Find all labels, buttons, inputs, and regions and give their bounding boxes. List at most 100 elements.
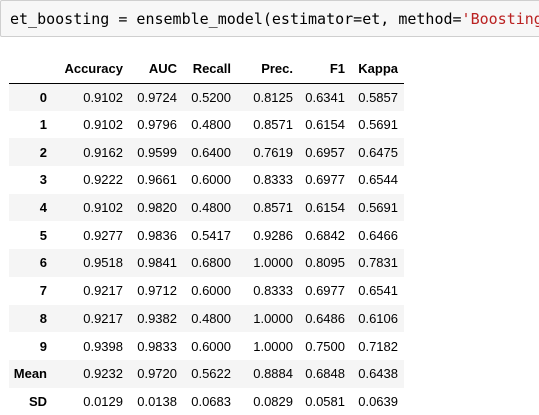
cell-f1: 0.6341 <box>305 89 345 105</box>
cell-precision: 0.9286 <box>253 227 293 243</box>
cell-auc: 0.9796 <box>137 117 177 133</box>
table-body: 0 0.9102 0.9724 0.5200 0.8125 0.6341 0.5857 1 0.… <box>9 83 404 415</box>
cell-kappa: 0.5857 <box>358 89 398 105</box>
cell-auc: 0.9661 <box>137 172 177 188</box>
table-row: 9 0.9398 0.9833 0.6000 1.0000 0.7500 0.7182 <box>9 332 404 360</box>
cell-accuracy: 0.9518 <box>83 255 123 271</box>
cell-auc: 0.9712 <box>137 283 177 299</box>
cell-accuracy: 0.0129 <box>83 393 123 409</box>
table-row: 6 0.9518 0.9841 0.6800 1.0000 0.8095 0.7831 <box>9 249 404 277</box>
row-label: 5 <box>39 227 47 243</box>
table-row: Mean 0.9232 0.9720 0.5622 0.8884 0.6848 0.6438 <box>9 359 404 388</box>
cell-precision: 0.8333 <box>253 172 293 188</box>
output-area: Accuracy AUC Recall Prec. F1 Kappa 0 0.91… <box>9 55 404 415</box>
cell-recall: 0.5622 <box>191 366 231 382</box>
cell-kappa: 0.7182 <box>358 338 398 354</box>
row-label: Mean <box>13 366 47 382</box>
table-row: 7 0.9217 0.9712 0.6000 0.8333 0.6977 0.6541 <box>9 276 404 305</box>
cell-recall: 0.4800 <box>191 117 231 133</box>
cell-accuracy: 0.9232 <box>83 366 123 382</box>
row-label: 9 <box>39 338 47 354</box>
cell-kappa: 0.6475 <box>358 144 398 160</box>
cell-kappa: 0.0639 <box>358 393 398 409</box>
cell-f1: 0.6486 <box>305 310 345 326</box>
cell-precision: 1.0000 <box>253 255 293 271</box>
cell-kappa: 0.6466 <box>358 227 398 243</box>
row-label: 3 <box>39 172 47 188</box>
cell-precision: 0.7619 <box>253 144 293 160</box>
cell-auc: 0.0138 <box>137 393 177 409</box>
cell-precision: 1.0000 <box>253 310 293 326</box>
cell-accuracy: 0.9222 <box>83 172 123 188</box>
cell-accuracy: 0.9102 <box>83 89 123 105</box>
table-header-row: Accuracy AUC Recall Prec. F1 Kappa <box>9 55 404 84</box>
cell-kappa: 0.7831 <box>358 255 398 271</box>
cell-accuracy: 0.9102 <box>83 200 123 216</box>
cell-precision: 0.0829 <box>253 393 293 409</box>
table-row: 4 0.9102 0.9820 0.4800 0.8571 0.6154 0.5691 <box>9 193 404 222</box>
cell-f1: 0.6154 <box>305 200 345 216</box>
cell-auc: 0.9836 <box>137 227 177 243</box>
cell-kappa: 0.6541 <box>358 283 398 299</box>
table-row: 5 0.9277 0.9836 0.5417 0.9286 0.6842 0.6466 <box>9 221 404 250</box>
cell-recall: 0.4800 <box>191 200 231 216</box>
cell-precision: 0.8125 <box>253 89 293 105</box>
cell-precision: 0.8884 <box>253 366 293 382</box>
cell-auc: 0.9833 <box>137 338 177 354</box>
header-accuracy: Accuracy <box>53 55 129 84</box>
row-label: 6 <box>39 255 47 271</box>
cell-accuracy: 0.9162 <box>83 144 123 160</box>
table-row: 8 0.9217 0.9382 0.4800 1.0000 0.6486 0.6106 <box>9 304 404 333</box>
cell-recall: 0.4800 <box>191 310 231 326</box>
cell-f1: 0.8095 <box>305 255 345 271</box>
cell-recall: 0.6400 <box>191 144 231 160</box>
cell-recall: 0.0683 <box>191 393 231 409</box>
cell-kappa: 0.5691 <box>358 200 398 216</box>
cell-auc: 0.9720 <box>137 366 177 382</box>
code-line[interactable]: et_boosting = ensemble_model(estimator=e… <box>10 9 539 29</box>
row-label: 8 <box>39 310 47 326</box>
row-label: 7 <box>39 283 47 299</box>
cell-accuracy: 0.9398 <box>83 338 123 354</box>
cell-recall: 0.6800 <box>191 255 231 271</box>
code-cell[interactable]: et_boosting = ensemble_model(estimator=e… <box>0 0 539 37</box>
cell-accuracy: 0.9217 <box>83 283 123 299</box>
cell-f1: 0.6842 <box>305 227 345 243</box>
table-row: SD 0.0129 0.0138 0.0683 0.0829 0.0581 0.0639 <box>9 387 404 415</box>
header-auc: AUC <box>129 55 183 84</box>
code-string-literal: 'Boosting' <box>461 10 539 28</box>
row-label: 2 <box>39 144 47 160</box>
row-label: 4 <box>39 200 47 216</box>
cell-precision: 0.8571 <box>253 200 293 216</box>
header-index <box>9 55 53 84</box>
table-row: 3 0.9222 0.9661 0.6000 0.8333 0.6977 0.6544 <box>9 166 404 194</box>
cell-auc: 0.9599 <box>137 144 177 160</box>
header-recall: Recall <box>183 55 237 84</box>
cell-precision: 1.0000 <box>253 338 293 354</box>
cell-kappa: 0.6106 <box>358 310 398 326</box>
cell-recall: 0.5417 <box>191 227 231 243</box>
cell-f1: 0.7500 <box>305 338 345 354</box>
row-label: 0 <box>39 89 47 105</box>
cell-f1: 0.6957 <box>305 144 345 160</box>
cell-precision: 0.8333 <box>253 283 293 299</box>
cell-recall: 0.5200 <box>191 89 231 105</box>
header-f1: F1 <box>299 55 351 84</box>
cell-accuracy: 0.9217 <box>83 310 123 326</box>
table-row: 0 0.9102 0.9724 0.5200 0.8125 0.6341 0.5857 <box>9 83 404 111</box>
table-row: 1 0.9102 0.9796 0.4800 0.8571 0.6154 0.5691 <box>9 110 404 139</box>
header-precision: Prec. <box>237 55 299 84</box>
row-label: 1 <box>39 117 47 133</box>
cell-recall: 0.6000 <box>191 172 231 188</box>
cell-f1: 0.6154 <box>305 117 345 133</box>
cell-f1: 0.0581 <box>305 393 345 409</box>
cell-f1: 0.6848 <box>305 366 345 382</box>
cell-f1: 0.6977 <box>305 283 345 299</box>
cell-kappa: 0.5691 <box>358 117 398 133</box>
cell-accuracy: 0.9277 <box>83 227 123 243</box>
results-table: Accuracy AUC Recall Prec. F1 Kappa 0 0.91… <box>9 55 404 415</box>
cell-precision: 0.8571 <box>253 117 293 133</box>
cell-auc: 0.9841 <box>137 255 177 271</box>
cell-recall: 0.6000 <box>191 338 231 354</box>
cell-f1: 0.6977 <box>305 172 345 188</box>
